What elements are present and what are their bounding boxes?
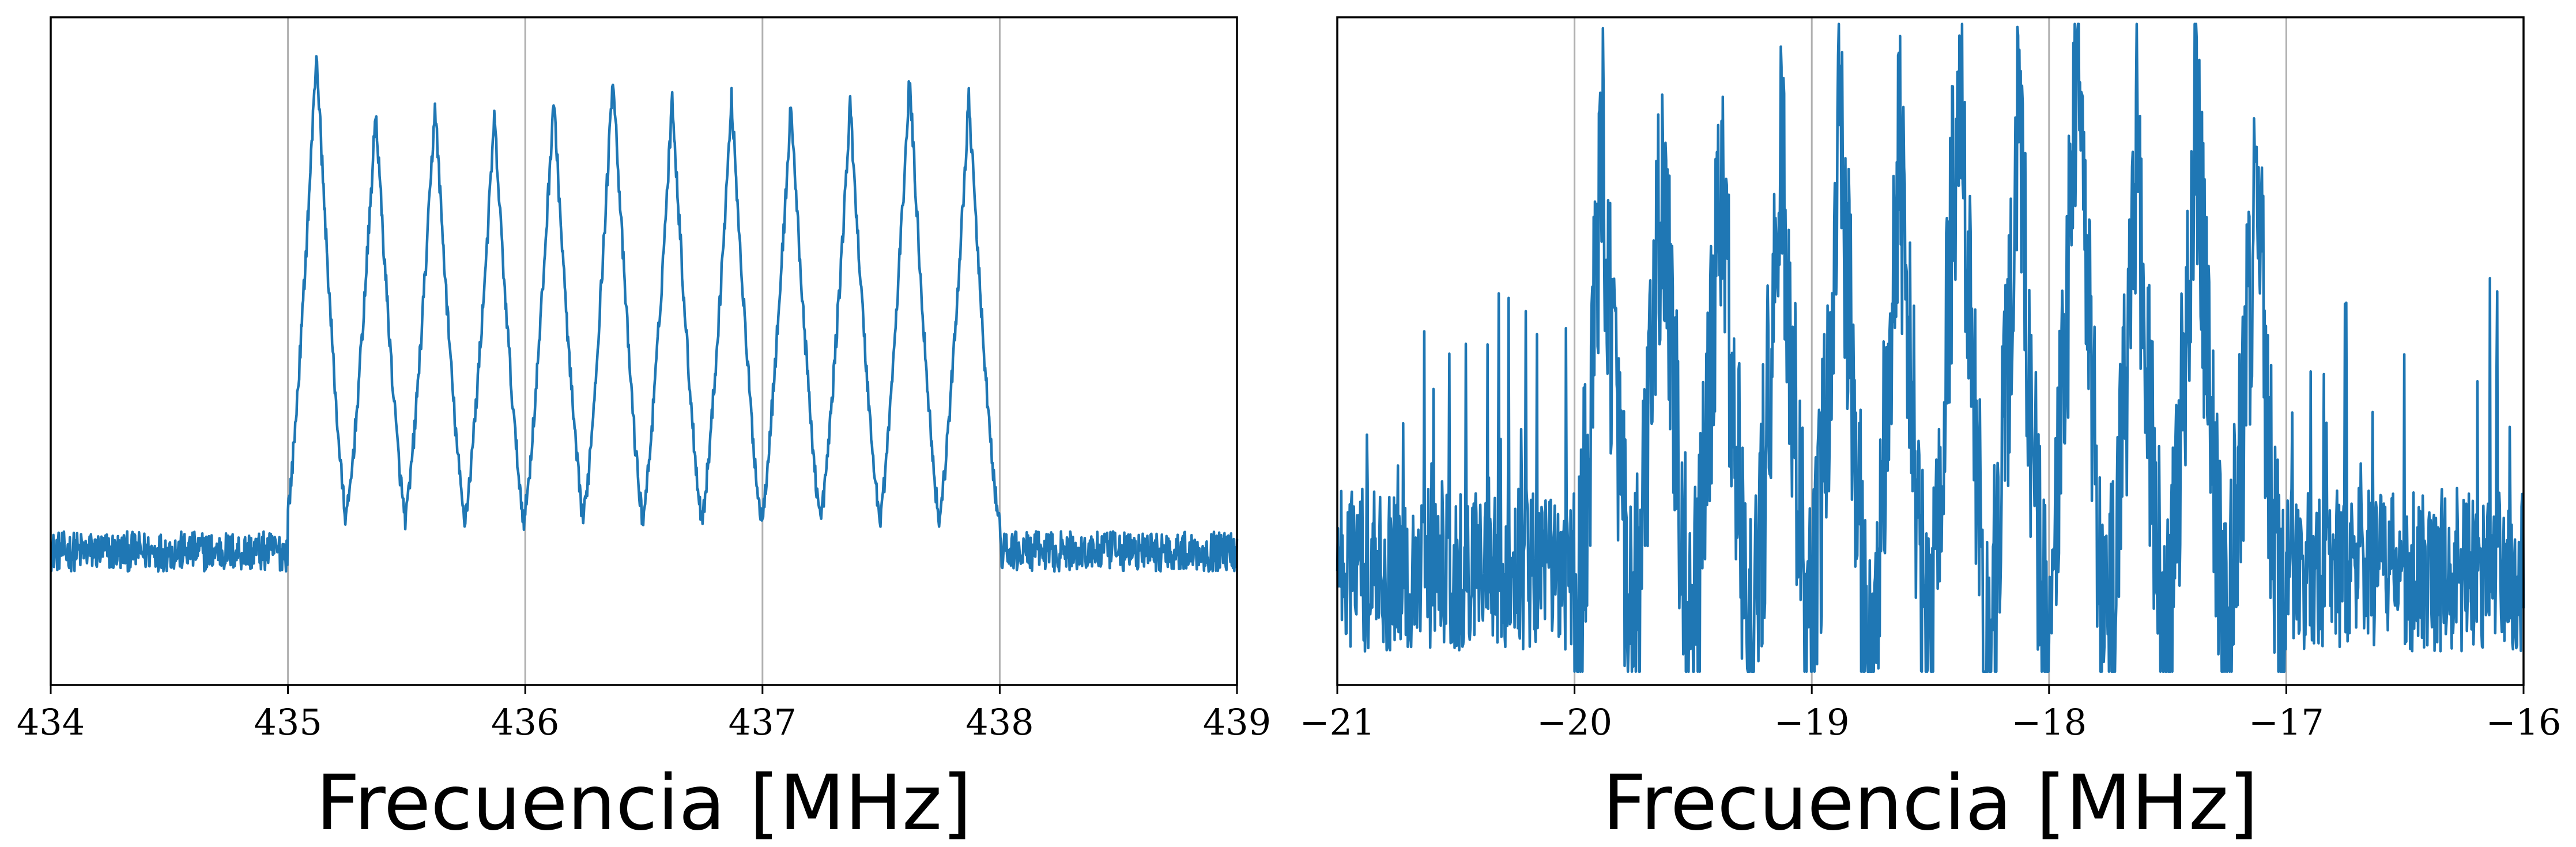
x-tick-label: −18	[2011, 701, 2087, 743]
x-tick-label: 437	[729, 701, 797, 743]
x-tick-label: 435	[254, 701, 322, 743]
plot-frame	[50, 16, 1238, 686]
plot-frame	[1336, 16, 2525, 686]
spectrum-series-line	[1336, 22, 2525, 673]
x-tick-label: −19	[1774, 701, 1850, 743]
right-spectrum-panel: −21 −20 −19 −18 −17 −16 Frecuencia [MHz]	[1300, 16, 2562, 847]
x-axis-title: Frecuencia [MHz]	[1602, 759, 2258, 847]
x-tick-label: 439	[1203, 701, 1271, 743]
x-tick-label: −16	[2486, 701, 2562, 743]
x-axis-title: Frecuencia [MHz]	[316, 759, 972, 847]
x-tick-label: 438	[965, 701, 1034, 743]
x-tick-label: −20	[1537, 701, 1612, 743]
x-tick-label: 436	[491, 701, 559, 743]
left-spectrum-panel: 434 435 436 437 438 439 Frecuencia [MHz]	[17, 16, 1271, 847]
x-tick-label: −17	[2249, 701, 2324, 743]
spectrum-series-line	[50, 55, 1239, 573]
x-tick-label: −21	[1300, 701, 1375, 743]
x-tick-label: 434	[17, 701, 85, 743]
